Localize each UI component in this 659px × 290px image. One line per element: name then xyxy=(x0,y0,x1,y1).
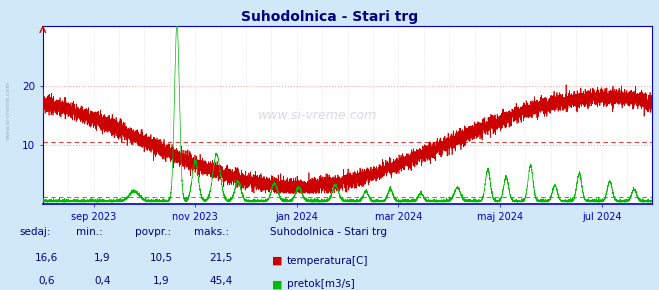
Text: 10,5: 10,5 xyxy=(150,253,173,263)
Text: povpr.:: povpr.: xyxy=(135,227,171,237)
Text: ■: ■ xyxy=(272,279,282,289)
Text: 21,5: 21,5 xyxy=(209,253,233,263)
Text: 0,6: 0,6 xyxy=(38,276,55,286)
Text: 1,9: 1,9 xyxy=(94,253,111,263)
Text: Suhodolnica - Stari trg: Suhodolnica - Stari trg xyxy=(270,227,387,237)
Text: pretok[m3/s]: pretok[m3/s] xyxy=(287,279,355,289)
Text: www.si-vreme.com: www.si-vreme.com xyxy=(258,109,377,122)
Text: maks.:: maks.: xyxy=(194,227,229,237)
Text: ■: ■ xyxy=(272,256,282,266)
Text: 1,9: 1,9 xyxy=(153,276,170,286)
Text: 0,4: 0,4 xyxy=(94,276,111,286)
Text: sedaj:: sedaj: xyxy=(20,227,51,237)
Text: www.si-vreme.com: www.si-vreme.com xyxy=(5,80,11,140)
Text: 16,6: 16,6 xyxy=(34,253,58,263)
Text: Suhodolnica - Stari trg: Suhodolnica - Stari trg xyxy=(241,10,418,24)
Text: temperatura[C]: temperatura[C] xyxy=(287,256,368,266)
Text: 45,4: 45,4 xyxy=(209,276,233,286)
Text: min.:: min.: xyxy=(76,227,103,237)
